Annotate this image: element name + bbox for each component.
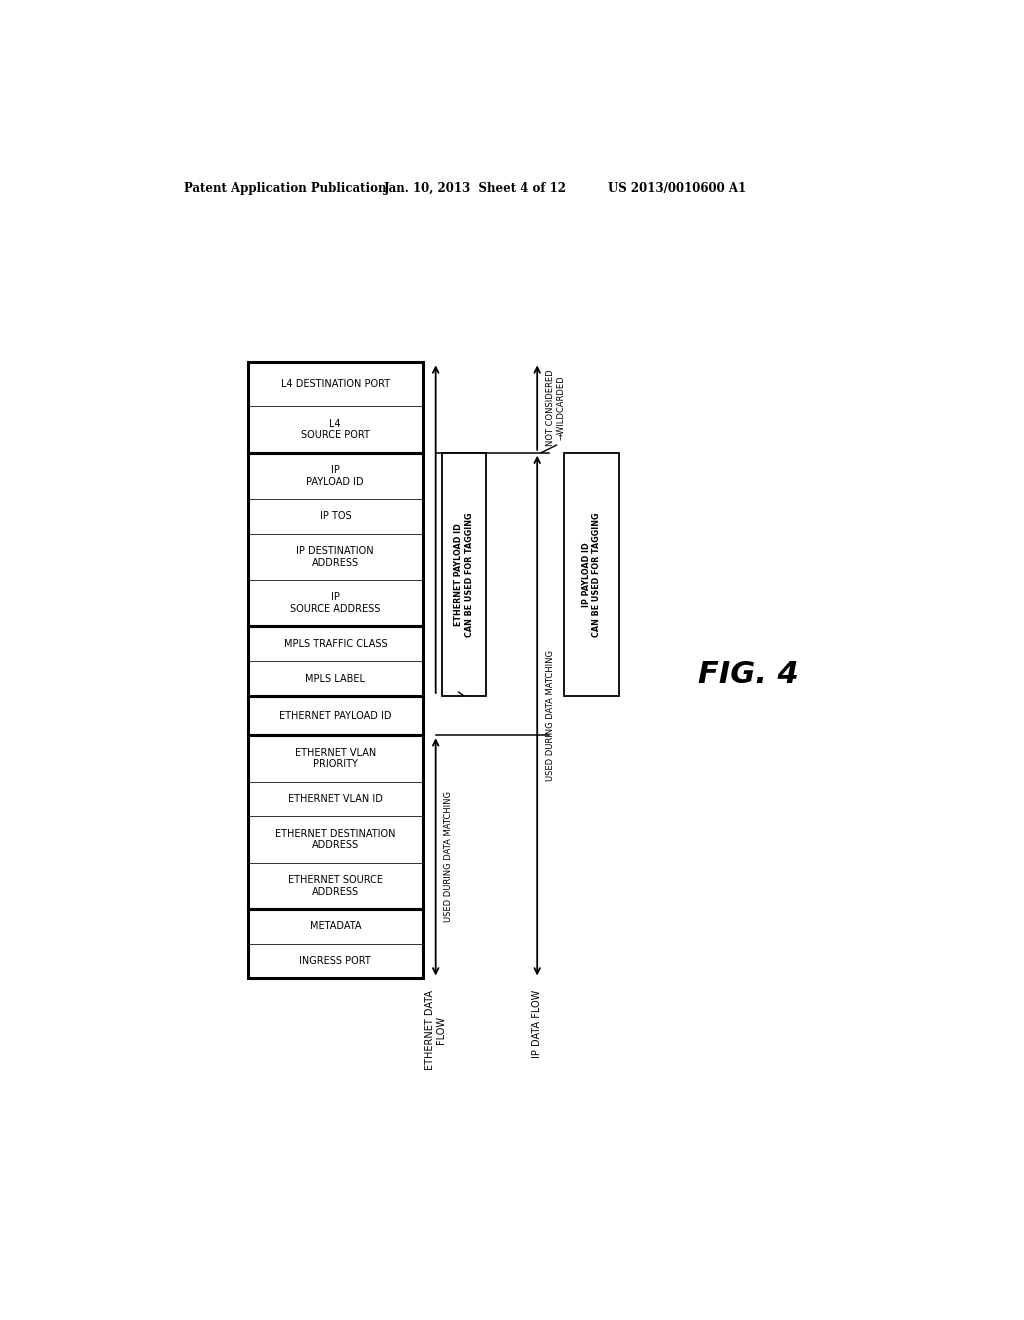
- Text: Jan. 10, 2013  Sheet 4 of 12: Jan. 10, 2013 Sheet 4 of 12: [384, 182, 566, 194]
- Text: ETHERNET VLAN
PRIORITY: ETHERNET VLAN PRIORITY: [295, 747, 376, 770]
- Text: ETHERNET PAYLOAD ID
CAN BE USED FOR TAGGING: ETHERNET PAYLOAD ID CAN BE USED FOR TAGG…: [455, 512, 474, 636]
- Bar: [248, 363, 423, 407]
- Bar: [248, 499, 423, 533]
- Text: IP TOS: IP TOS: [319, 511, 351, 521]
- Text: INGRESS PORT: INGRESS PORT: [299, 956, 371, 966]
- Bar: [248, 453, 423, 499]
- Bar: [442, 453, 486, 696]
- Bar: [248, 735, 423, 781]
- Text: ETHERNET DESTINATION
ADDRESS: ETHERNET DESTINATION ADDRESS: [275, 829, 395, 850]
- Text: ETHERNET VLAN ID: ETHERNET VLAN ID: [288, 793, 383, 804]
- Bar: [564, 453, 618, 696]
- Text: L4
SOURCE PORT: L4 SOURCE PORT: [301, 418, 370, 441]
- Bar: [248, 627, 423, 696]
- Bar: [248, 909, 423, 978]
- Text: IP DESTINATION
ADDRESS: IP DESTINATION ADDRESS: [297, 546, 374, 568]
- Bar: [248, 944, 423, 978]
- Text: USED DURING DATA MATCHING: USED DURING DATA MATCHING: [444, 792, 454, 923]
- Bar: [248, 735, 423, 909]
- Bar: [248, 696, 423, 735]
- Bar: [248, 696, 423, 735]
- Text: USED DURING DATA MATCHING: USED DURING DATA MATCHING: [546, 651, 555, 781]
- Text: FIG. 4: FIG. 4: [697, 660, 799, 689]
- Bar: [248, 816, 423, 863]
- Text: NOT CONSIDERED→WILDCARDED: NOT CONSIDERED→WILDCARDED: [444, 458, 454, 599]
- Text: US 2013/0010600 A1: US 2013/0010600 A1: [608, 182, 746, 194]
- Text: ETHERNET SOURCE
ADDRESS: ETHERNET SOURCE ADDRESS: [288, 875, 383, 896]
- Text: METADATA: METADATA: [309, 921, 361, 932]
- Text: Patent Application Publication: Patent Application Publication: [183, 182, 386, 194]
- Bar: [248, 661, 423, 696]
- Text: L4 DESTINATION PORT: L4 DESTINATION PORT: [281, 379, 390, 389]
- Bar: [248, 863, 423, 909]
- Text: IP PAYLOAD ID
CAN BE USED FOR TAGGING: IP PAYLOAD ID CAN BE USED FOR TAGGING: [582, 512, 601, 636]
- Bar: [248, 579, 423, 627]
- Text: IP DATA FLOW: IP DATA FLOW: [532, 990, 542, 1059]
- Bar: [248, 781, 423, 816]
- Text: ETHERNET PAYLOAD ID: ETHERNET PAYLOAD ID: [280, 710, 391, 721]
- Text: MPLS TRAFFIC CLASS: MPLS TRAFFIC CLASS: [284, 639, 387, 649]
- Bar: [248, 363, 423, 453]
- Text: IP
PAYLOAD ID: IP PAYLOAD ID: [306, 465, 365, 487]
- Text: IP
SOURCE ADDRESS: IP SOURCE ADDRESS: [290, 593, 381, 614]
- Text: ETHERNET DATA
FLOW: ETHERNET DATA FLOW: [425, 990, 446, 1071]
- Bar: [248, 407, 423, 453]
- Bar: [248, 627, 423, 661]
- Bar: [248, 453, 423, 627]
- Text: NOT CONSIDERED
→WILDCARDED: NOT CONSIDERED →WILDCARDED: [546, 370, 565, 446]
- Bar: [248, 909, 423, 944]
- Bar: [248, 533, 423, 579]
- Text: MPLS LABEL: MPLS LABEL: [305, 673, 366, 684]
